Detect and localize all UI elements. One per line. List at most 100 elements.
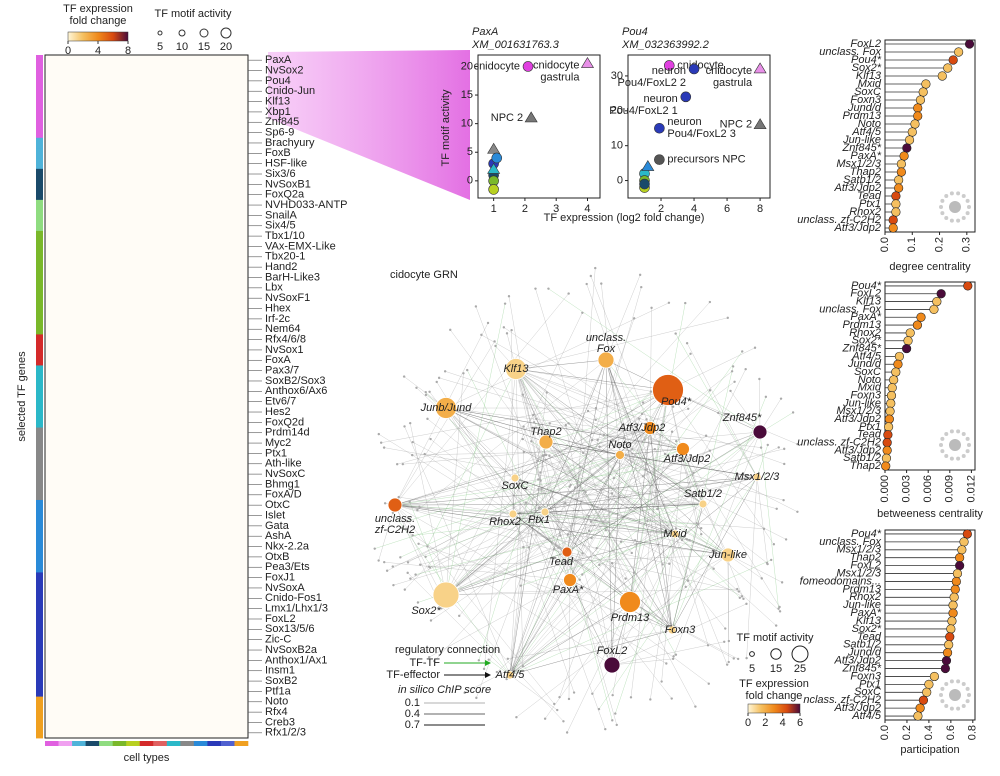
gene-label: Ptx1 (265, 447, 287, 459)
edge (686, 343, 758, 478)
edge (516, 554, 729, 718)
gene-label: Xbp1 (265, 106, 291, 118)
network-icon (939, 693, 943, 697)
effector-node (541, 454, 544, 457)
edge (512, 513, 583, 554)
edge (681, 431, 761, 541)
network-icon (965, 211, 970, 216)
effector-node (402, 375, 406, 378)
effector-node (524, 488, 527, 491)
gene-label: FoxQ2d (265, 416, 304, 428)
edge (394, 504, 702, 529)
lollipop-head (955, 553, 965, 563)
node-label: PaxA* (553, 584, 584, 596)
edge (506, 427, 651, 680)
lollipop-head (921, 79, 931, 89)
lollipop-head (913, 711, 923, 721)
effector-node (522, 450, 526, 454)
lollipop-head (932, 296, 942, 307)
edge-type-label: TF-effector (386, 669, 440, 681)
size-legend-label: 5 (157, 41, 163, 53)
edge (515, 368, 584, 454)
lollipop-head (963, 281, 973, 291)
y-axis-label: selected TF genes (16, 351, 28, 442)
colorbar-tick-label: 0 (745, 717, 751, 729)
edge (394, 293, 569, 506)
network-icon (949, 191, 954, 196)
group-bar (36, 479, 43, 491)
category-label: Jund/d (847, 358, 882, 370)
edge (671, 396, 767, 631)
effector-node (779, 397, 783, 400)
tf-node (538, 434, 554, 450)
effector-node (663, 452, 667, 456)
size-legend-mark (220, 27, 232, 39)
cell-type-bar (166, 741, 181, 746)
tf-node (720, 547, 736, 563)
effector-node (744, 367, 747, 371)
category-label: PaxA* (850, 607, 881, 619)
effector-node (521, 393, 525, 396)
edge (611, 549, 714, 666)
x-axis-label: participation (900, 744, 959, 756)
edge (515, 368, 781, 612)
edge (756, 476, 768, 565)
gene-label: Prdm14d (265, 427, 310, 439)
edge (565, 476, 758, 504)
point-label: NPC 2 (720, 119, 752, 131)
point (753, 118, 767, 130)
category-label: Klf13 (856, 295, 882, 307)
effector-node (397, 495, 400, 499)
cell-type-bar (234, 741, 249, 746)
edge (514, 477, 729, 556)
edge (509, 540, 690, 676)
colorbar-title: fold change (746, 690, 803, 702)
network-icon (940, 211, 945, 216)
panel-title: PaxA (472, 26, 498, 38)
edge (445, 547, 559, 596)
gene-label: Tbx20-1 (265, 251, 305, 263)
gene-label: PaxA (265, 54, 292, 66)
edge (611, 641, 725, 666)
effector-node (598, 445, 601, 448)
effector-node (411, 440, 414, 444)
gene-label: VAx-EMX-Like (265, 240, 336, 252)
edge (417, 359, 607, 511)
effector-node (377, 432, 380, 436)
size-legend-mark (749, 651, 755, 657)
effector-node (736, 587, 739, 591)
point (639, 178, 650, 190)
effector-node (534, 509, 537, 512)
effector-node (535, 417, 538, 420)
y-tick-label: 30 (611, 70, 623, 82)
edge (598, 476, 758, 710)
edge (415, 503, 704, 575)
group-bar (36, 541, 43, 553)
tf-node (510, 473, 520, 483)
gene-label: Islet (265, 509, 285, 521)
effector-node (665, 662, 668, 665)
effector-node (537, 478, 540, 481)
group-bar (36, 75, 43, 87)
lollipop-head (883, 430, 893, 440)
effector-node (725, 663, 729, 666)
effector-node (587, 514, 591, 518)
lollipop-head (945, 632, 955, 642)
lollipop-head (882, 437, 892, 448)
edge (445, 407, 547, 443)
effector-node (619, 540, 623, 543)
node-label: Satb1/2 (684, 488, 722, 500)
edge (515, 359, 607, 370)
category-label: Noto (858, 118, 881, 130)
category-label: Jun-like (842, 397, 881, 409)
gene-label: AshA (265, 530, 292, 542)
gene-label: Six3/6 (265, 168, 296, 180)
edge (544, 533, 676, 719)
edge (445, 353, 691, 596)
edge (671, 366, 734, 631)
y-axis-label: TF motif activity (440, 89, 452, 167)
edge (512, 513, 673, 631)
x-tick-label: 0.009 (944, 475, 956, 503)
category-label: Satb1/2 (843, 174, 881, 186)
effector-node (708, 449, 712, 452)
